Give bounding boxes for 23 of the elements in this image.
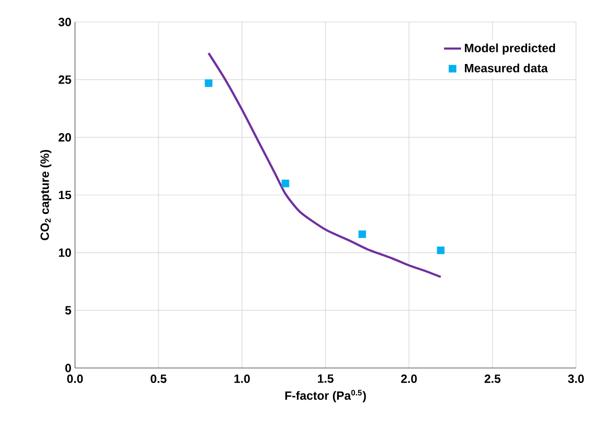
x-tick-label: 3.0	[568, 374, 584, 383]
point	[436, 246, 445, 254]
y-tick-label: 15	[58, 190, 72, 200]
y-tick-label: 30	[58, 18, 71, 26]
y-tick-label: 0	[65, 364, 71, 372]
line-series	[208, 52, 442, 278]
x-tick-label: 0.5	[150, 374, 166, 383]
legend-label: Model predicted	[464, 43, 555, 55]
x-tick-label: 1.0	[234, 374, 250, 383]
y-tick-label: 20	[58, 133, 71, 142]
x-tick-label: 0.0	[67, 374, 83, 383]
point	[204, 79, 212, 87]
y-tick-label: 10	[58, 248, 71, 257]
x-tick-label: 2.0	[401, 374, 417, 383]
legend-label: Measured data	[464, 64, 548, 72]
point	[358, 230, 366, 238]
y-axis-title: CO$_{2}$ capture (%)	[40, 150, 52, 240]
y-tick-label: 25	[58, 75, 72, 84]
point	[282, 180, 290, 188]
x-tick-label: 1.5	[318, 374, 334, 383]
x-axis-title: F-factor (Pa$^{0.5}$)	[285, 390, 366, 402]
y-tick-label: 5	[65, 306, 72, 314]
x-tick-label: 2.5	[484, 374, 500, 383]
